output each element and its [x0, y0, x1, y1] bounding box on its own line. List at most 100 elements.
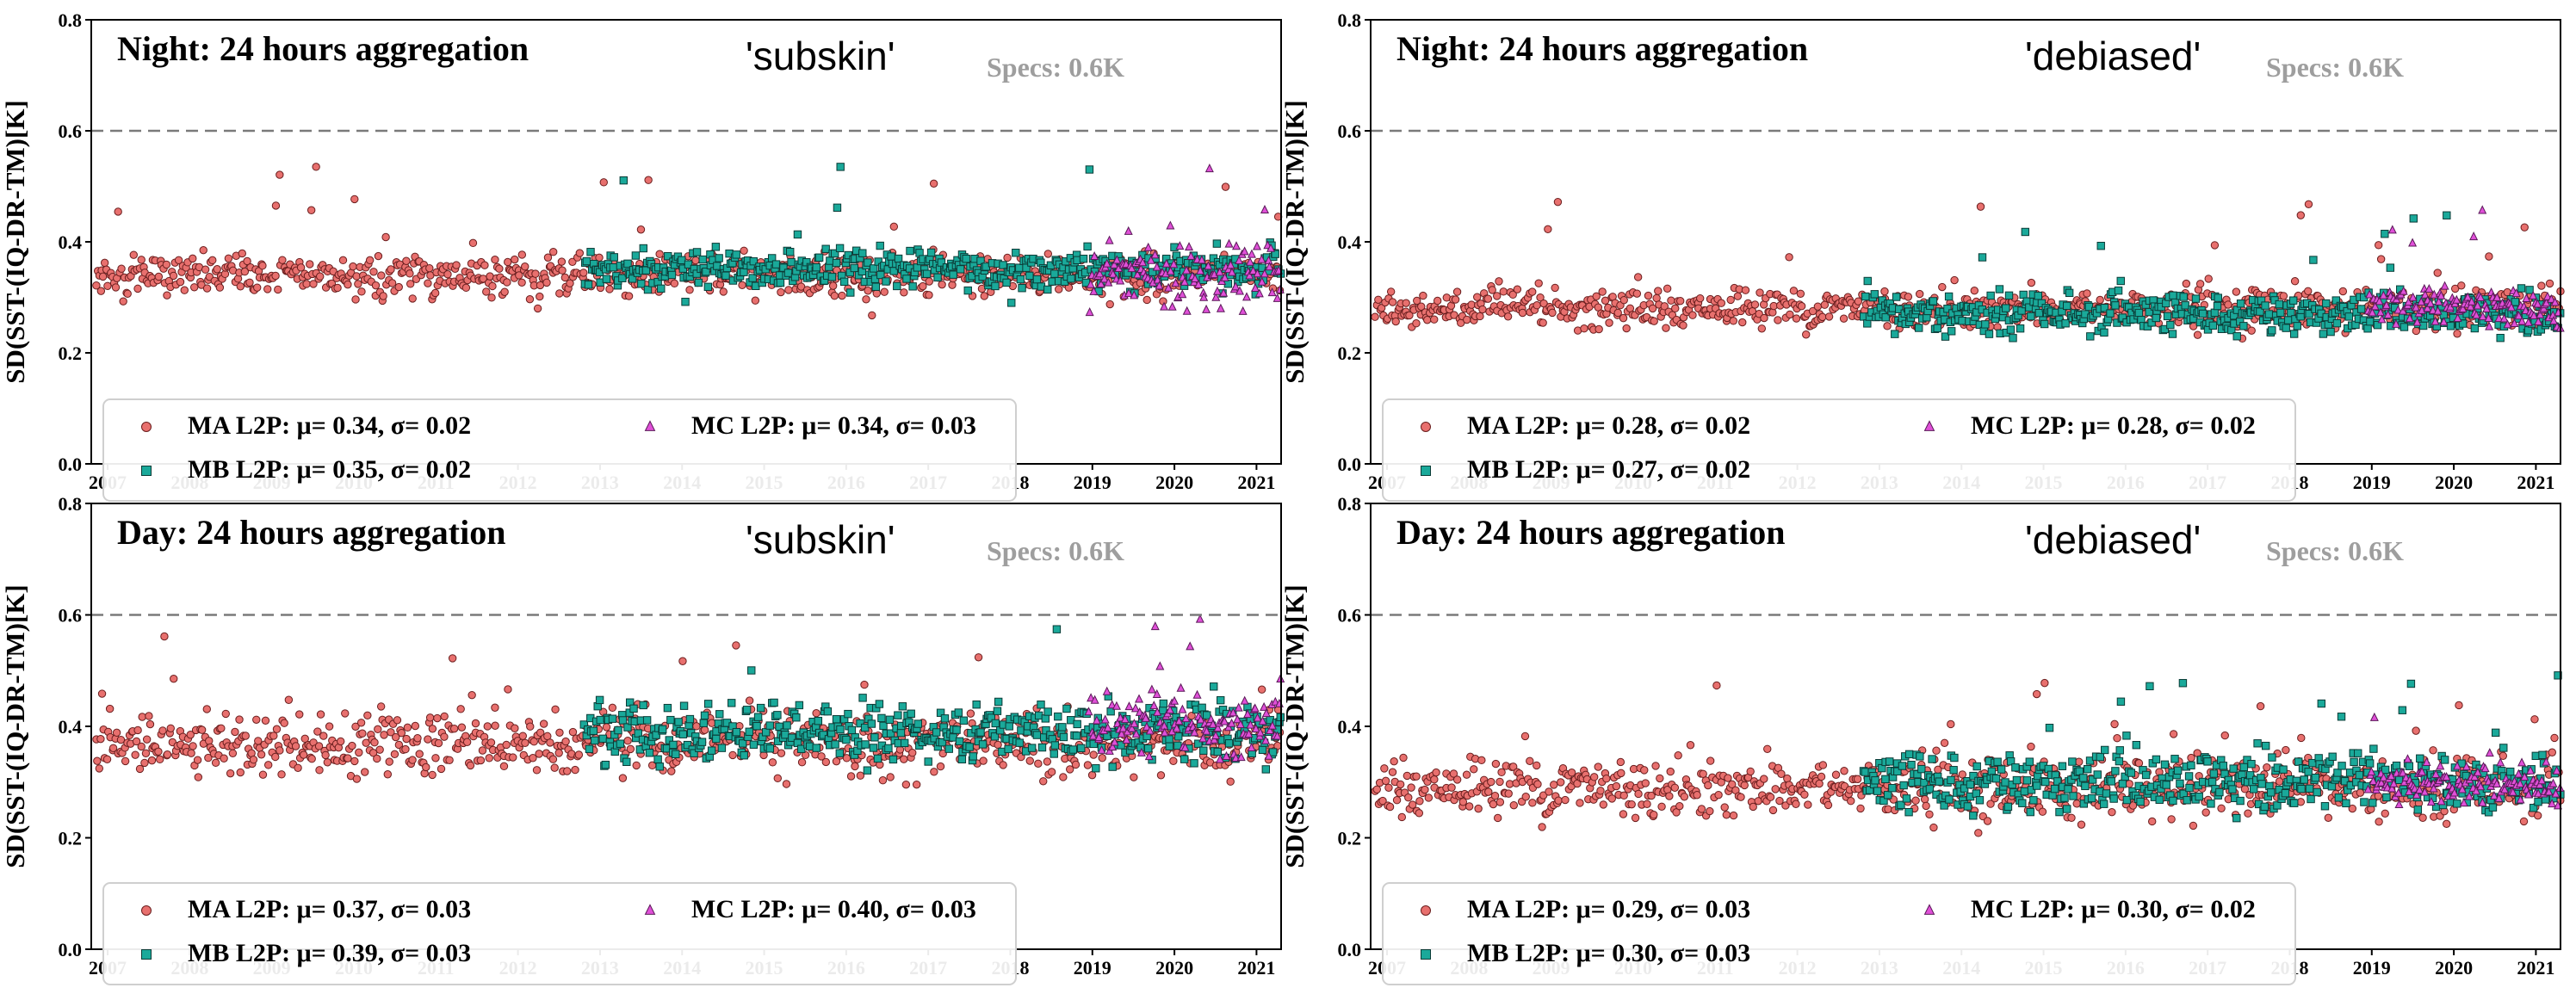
data-point	[700, 711, 709, 720]
data-point	[1499, 287, 1508, 296]
legend: MA L2P: μ= 0.28, σ= 0.02 MC L2P: μ= 0.28,…	[1382, 398, 2296, 502]
data-point	[1204, 261, 1213, 270]
data-point	[1155, 661, 1165, 670]
data-point	[1840, 767, 1848, 775]
data-point	[838, 291, 846, 300]
data-point	[711, 243, 721, 251]
data-point	[2363, 324, 2372, 333]
data-point	[870, 733, 879, 742]
data-point	[2106, 309, 2115, 318]
data-point	[1083, 761, 1093, 769]
data-point	[226, 769, 235, 778]
data-point	[1667, 296, 1675, 305]
data-point	[2034, 308, 2044, 318]
data-point	[619, 176, 629, 185]
data-point	[1733, 292, 1743, 300]
data-point	[1657, 802, 1666, 811]
data-point	[1768, 806, 1778, 815]
data-point	[1861, 292, 1870, 301]
data-point	[771, 260, 781, 269]
data-point	[955, 737, 964, 746]
data-point	[103, 281, 112, 290]
data-point	[211, 758, 220, 768]
data-point	[692, 722, 701, 731]
data-point	[2545, 279, 2554, 288]
data-point	[653, 755, 662, 763]
data-point	[1156, 771, 1166, 780]
data-point	[787, 257, 796, 267]
data-point	[2096, 295, 2104, 305]
data-point	[835, 244, 845, 253]
data-point	[187, 749, 195, 757]
data-point	[1257, 276, 1266, 286]
data-point	[1474, 804, 1483, 813]
data-point	[1503, 312, 1513, 321]
data-point	[361, 768, 369, 776]
data-point	[858, 694, 867, 702]
data-point	[1796, 289, 1805, 298]
data-point	[123, 289, 132, 299]
data-point	[2040, 678, 2049, 688]
data-point	[1476, 312, 1484, 321]
data-point	[1405, 311, 1414, 320]
data-point	[674, 718, 683, 726]
data-point	[994, 697, 1003, 707]
data-point	[295, 710, 304, 719]
data-point	[1915, 289, 1924, 299]
data-point	[550, 763, 559, 772]
data-point	[614, 725, 622, 735]
data-point	[753, 713, 763, 721]
data-point	[2210, 308, 2220, 318]
data-point	[1557, 778, 1565, 787]
data-point	[1176, 682, 1186, 692]
data-point	[2304, 287, 2313, 295]
data-point	[740, 751, 748, 760]
y-tick-label: 0.2	[59, 828, 83, 849]
data-point	[1415, 797, 1424, 806]
legend-entry: MB L2P: μ= 0.27, σ= 0.02	[1467, 455, 1750, 484]
data-point	[781, 731, 790, 739]
data-point	[882, 277, 890, 286]
data-point	[1169, 259, 1179, 269]
data-point	[631, 251, 641, 260]
data-point	[1726, 295, 1735, 305]
data-point	[1595, 324, 1603, 334]
data-point	[2244, 809, 2252, 818]
data-point	[792, 713, 801, 722]
legend-entry: MC L2P: μ= 0.40, σ= 0.03	[691, 895, 976, 923]
series-mc-l2p	[2363, 205, 2565, 332]
data-point	[2520, 223, 2529, 232]
data-point	[846, 772, 856, 781]
data-point	[235, 715, 244, 724]
data-point	[703, 700, 713, 708]
data-point	[1544, 225, 1552, 234]
data-point	[765, 721, 774, 730]
data-point	[1513, 285, 1522, 293]
data-point	[1050, 269, 1059, 278]
data-point	[321, 750, 330, 760]
data-point	[466, 761, 475, 770]
data-point	[1155, 281, 1164, 290]
data-point	[1258, 745, 1267, 754]
data-point	[1130, 773, 1138, 781]
data-point	[135, 764, 145, 774]
data-point	[1634, 789, 1643, 799]
data-point	[170, 674, 178, 683]
y-tick-label: 0.0	[1338, 454, 1362, 475]
data-point	[812, 262, 820, 272]
data-point	[344, 280, 352, 289]
legend-marker	[644, 420, 656, 431]
data-point	[1904, 293, 1913, 301]
data-point	[2210, 241, 2220, 250]
data-point	[608, 703, 617, 713]
data-point	[1399, 753, 1408, 762]
data-point	[1199, 746, 1208, 755]
data-point	[1245, 256, 1254, 266]
data-point	[2006, 325, 2016, 334]
data-point	[1058, 723, 1067, 732]
data-point	[352, 272, 361, 281]
data-point	[2268, 326, 2276, 335]
data-point	[719, 287, 728, 296]
data-point	[1592, 292, 1601, 300]
data-point	[2297, 733, 2306, 743]
